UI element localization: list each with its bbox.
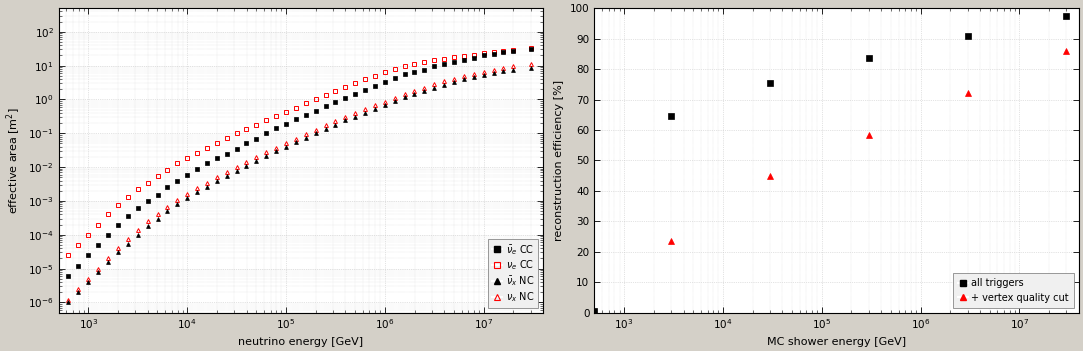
X-axis label: MC shower energy [GeV]: MC shower energy [GeV] xyxy=(767,337,906,347)
Y-axis label: effective area [m$^2$]: effective area [m$^2$] xyxy=(4,107,23,214)
Y-axis label: reconstruction efficiency [%]: reconstruction efficiency [%] xyxy=(554,80,564,241)
Legend: all triggers, + vertex quality cut: all triggers, + vertex quality cut xyxy=(953,273,1074,308)
Legend: $\bar{\nu}_e$ CC, $\nu_e$ CC, $\bar{\nu}_x$ NC, $\nu_x$ NC: $\bar{\nu}_e$ CC, $\nu_e$ CC, $\bar{\nu}… xyxy=(488,239,538,308)
X-axis label: neutrino energy [GeV]: neutrino energy [GeV] xyxy=(238,337,364,347)
